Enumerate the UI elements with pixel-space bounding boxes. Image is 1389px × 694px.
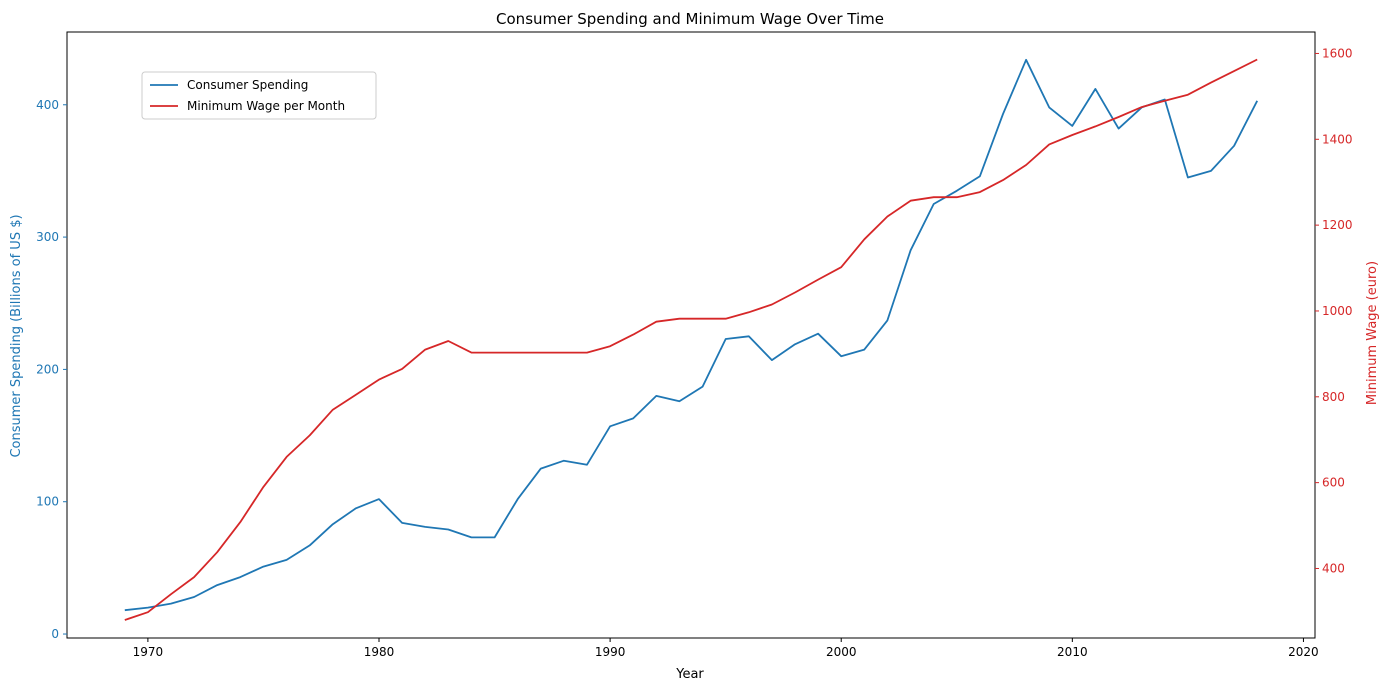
right-y-tick-label: 600 bbox=[1322, 476, 1345, 490]
consumer-spending-line bbox=[124, 58, 1259, 612]
right-y-axis-label: Minimum Wage (euro) bbox=[1365, 261, 1380, 405]
x-tick-label: 2020 bbox=[1288, 645, 1319, 659]
legend-box bbox=[141, 71, 377, 120]
legend: Consumer Spending Minimum Wage per Month bbox=[141, 71, 377, 120]
right-y-tick-label: 1600 bbox=[1322, 46, 1353, 60]
plot-frame bbox=[66, 31, 1316, 639]
left-y-tick-label: 400 bbox=[36, 98, 59, 112]
right-y-tick-label: 1200 bbox=[1322, 218, 1353, 232]
left-y-tick-label: 200 bbox=[36, 362, 59, 376]
left-y-axis-label: Consumer Spending (Billions of US $) bbox=[9, 214, 24, 457]
x-tick-label: 1970 bbox=[133, 645, 164, 659]
plot-area: 1970 1980 1990 2000 2010 2020 0 100 200 300 400 400… bbox=[36, 31, 1353, 659]
x-tick-label: 2000 bbox=[826, 645, 857, 659]
x-axis-label: Year bbox=[675, 667, 704, 682]
left-y-tick-label: 300 bbox=[36, 230, 59, 244]
x-tick-label: 1980 bbox=[364, 645, 395, 659]
chart-title: Consumer Spending and Minimum Wage Over … bbox=[496, 10, 884, 28]
x-tick-label: 1990 bbox=[595, 645, 626, 659]
minimum-wage-line bbox=[124, 58, 1258, 621]
right-y-tick-label: 800 bbox=[1322, 390, 1345, 404]
legend-label: Minimum Wage per Month bbox=[187, 99, 345, 113]
right-y-tick-label: 1000 bbox=[1322, 304, 1353, 318]
right-y-tick-label: 1400 bbox=[1322, 132, 1353, 146]
legend-label: Consumer Spending bbox=[187, 78, 308, 92]
right-y-tick-label: 400 bbox=[1322, 561, 1345, 575]
left-y-tick-label: 100 bbox=[36, 495, 59, 509]
x-tick-label: 2010 bbox=[1057, 645, 1088, 659]
left-y-tick-label: 0 bbox=[51, 627, 59, 641]
